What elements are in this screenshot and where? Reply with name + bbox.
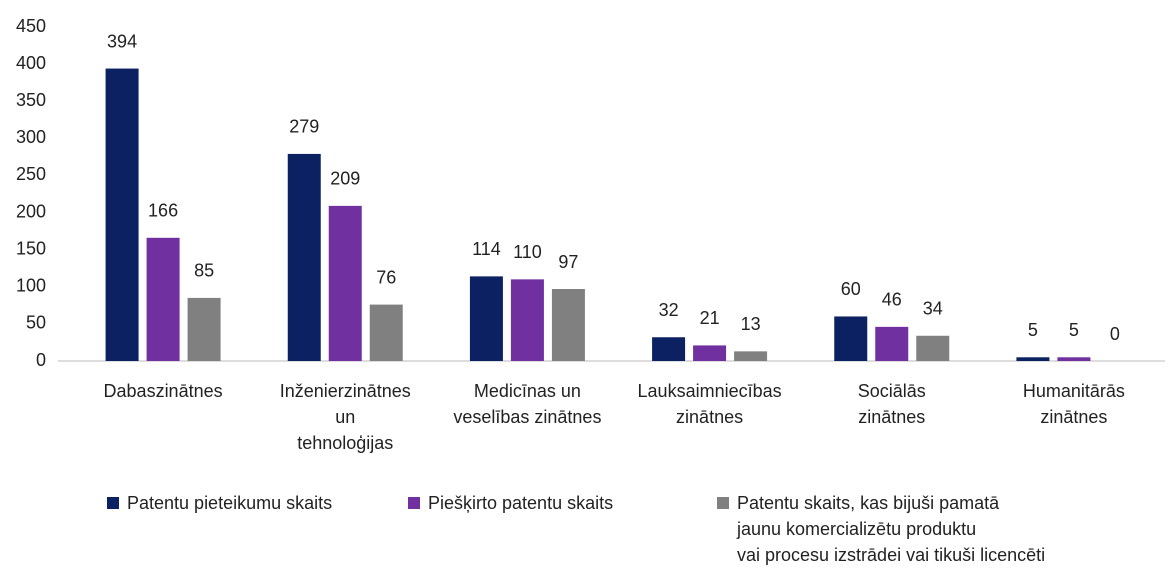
bar [875,326,909,361]
bar [734,351,768,361]
y-tick-label: 150 [16,238,46,258]
legend-entry: Piešķirto patentu skaits [408,490,613,516]
bar [187,297,221,361]
y-tick-label: 250 [16,164,46,184]
y-tick-label: 200 [16,201,46,221]
bar [916,335,950,361]
bar [1057,357,1091,361]
x-tick-label: Inženierzinātnes un tehnoloģijas [279,381,411,453]
bar [1016,357,1050,361]
y-tick-label: 400 [16,53,46,73]
data-label: 85 [194,261,214,281]
data-label: 21 [700,308,720,328]
y-tick-label: 0 [36,350,46,370]
data-label: 46 [882,290,902,310]
bar [105,68,139,361]
bar [287,153,321,361]
legend-entry: Patentu skaits, kas bijuši pamatā jaunu … [717,490,1045,568]
y-tick-label: 50 [26,313,46,333]
data-label: 114 [472,239,501,259]
data-label: 110 [513,242,542,262]
bar [146,237,180,361]
y-tick-label: 100 [16,276,46,296]
bar [693,345,727,361]
legend-label: Piešķirto patentu skaits [428,493,614,513]
data-label: 279 [289,117,319,137]
x-tick-label: Dabaszinātnes [103,381,223,401]
bar [328,205,362,361]
bar [652,337,686,361]
y-tick-label: 350 [16,90,46,110]
data-label: 34 [923,299,943,319]
legend-swatch [408,497,420,509]
x-tick-label: Lauksaimniecības zinātnes [637,381,782,427]
bar [369,304,403,361]
x-tick-label: Medicīnas un veselības zinātnes [453,381,602,427]
legend-label: Patentu pieteikumu skaits [127,493,333,513]
data-label: 5 [1028,320,1038,340]
bar [469,276,503,361]
data-label: 76 [376,267,396,287]
y-tick-label: 450 [16,16,46,36]
data-label: 0 [1110,324,1120,344]
x-tick-label: Humanitārās zinātnes [1022,381,1125,427]
bar [551,289,585,361]
data-label: 60 [841,279,861,299]
legend-entry: Patentu pieteikumu skaits [107,490,332,516]
legend-swatch [717,497,729,509]
legend-swatch [107,497,119,509]
data-label: 13 [741,314,761,334]
bar [834,316,868,361]
data-label: 5 [1069,320,1079,340]
x-tick-label: Sociālās zinātnes [857,381,926,427]
legend-label: Patentu skaits, kas bijuši pamatā jaunu … [737,493,1046,565]
data-label: 209 [330,169,360,189]
data-label: 394 [107,31,137,51]
data-label: 97 [558,252,578,272]
bar [510,279,544,361]
data-label: 32 [659,300,679,320]
data-label: 166 [148,201,178,221]
y-tick-label: 300 [16,127,46,147]
